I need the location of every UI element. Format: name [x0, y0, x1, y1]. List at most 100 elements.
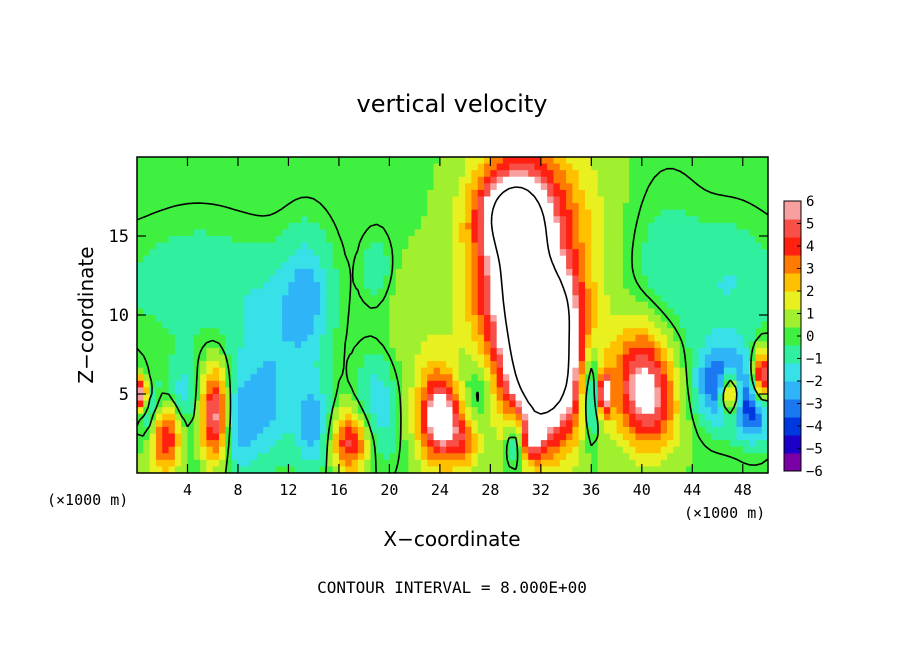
heatmap-cell [528, 275, 536, 283]
heatmap-cell [528, 288, 536, 296]
heatmap-cell [629, 229, 637, 237]
heatmap-cell [629, 374, 637, 382]
heatmap-cell [515, 308, 523, 316]
heatmap-cell [137, 341, 144, 349]
heatmap-cell [761, 459, 768, 468]
heatmap-cell [162, 275, 170, 283]
heatmap-cell [433, 334, 441, 342]
heatmap-cell [591, 229, 599, 237]
heatmap-cell [206, 394, 214, 402]
heatmap-cell [212, 374, 220, 382]
heatmap-cell [679, 413, 687, 421]
heatmap-cell [616, 321, 624, 329]
heatmap-cell [515, 459, 523, 468]
heatmap-cell [692, 170, 700, 178]
heatmap-cell [749, 275, 756, 283]
heatmap-cell [471, 249, 479, 257]
heatmap-cell [237, 249, 245, 257]
heatmap-cell [256, 288, 264, 296]
heatmap-cell [237, 334, 245, 342]
heatmap-cell [313, 216, 321, 224]
heatmap-cell [174, 157, 182, 165]
heatmap-cell [395, 413, 403, 421]
heatmap-cell [521, 440, 529, 448]
heatmap-cell [288, 420, 296, 428]
heatmap-cell [351, 157, 359, 165]
heatmap-cell [704, 413, 712, 421]
heatmap-cell [717, 209, 725, 217]
heatmap-cell [219, 196, 226, 204]
heatmap-cell [282, 216, 290, 224]
heatmap-cell [332, 426, 340, 435]
heatmap-cell [540, 466, 548, 473]
heatmap-cell [250, 236, 258, 244]
heatmap-cell [540, 413, 548, 421]
heatmap-cell [484, 275, 491, 283]
heatmap-cell [231, 183, 239, 191]
heatmap-cell [181, 334, 189, 342]
heatmap-cell [275, 433, 283, 441]
heatmap-cell [250, 354, 258, 362]
heatmap-cell [610, 308, 618, 316]
heatmap-cell [723, 354, 731, 362]
colorbar-label: −3 [806, 397, 823, 413]
heatmap-cell [219, 216, 226, 224]
heatmap-cell [193, 446, 201, 454]
heatmap-cell [174, 262, 182, 270]
heatmap-cell [622, 354, 630, 362]
heatmap-cell [502, 301, 510, 310]
heatmap-cell [477, 321, 485, 329]
heatmap-cell [288, 216, 296, 224]
heatmap-cell [566, 163, 573, 171]
heatmap-cell [326, 170, 334, 178]
heatmap-cell [755, 367, 763, 375]
heatmap-cell [496, 380, 504, 389]
heatmap-cell [237, 203, 245, 211]
heatmap-cell [477, 282, 485, 290]
heatmap-cell [288, 459, 296, 468]
heatmap-cell [654, 380, 662, 389]
heatmap-cell [622, 288, 630, 296]
heatmap-cell [692, 407, 700, 415]
heatmap-cell [427, 407, 435, 415]
heatmap-cell [237, 262, 245, 270]
heatmap-cell [357, 440, 365, 448]
heatmap-cell [496, 176, 504, 184]
heatmap-cell [465, 440, 473, 448]
heatmap-cell [585, 222, 592, 231]
heatmap-cell [742, 361, 750, 369]
heatmap-cell [509, 229, 517, 237]
heatmap-cell [698, 275, 706, 283]
heatmap-cell [749, 387, 756, 395]
heatmap-cell [629, 341, 637, 349]
heatmap-cell [654, 394, 662, 402]
heatmap-cell [338, 354, 346, 362]
heatmap-cell [137, 453, 144, 461]
heatmap-cell [515, 433, 523, 441]
heatmap-cell [730, 407, 738, 415]
heatmap-cell [591, 157, 599, 165]
heatmap-cell [679, 440, 687, 448]
heatmap-cell [553, 157, 561, 165]
heatmap-cell [572, 262, 580, 270]
heatmap-cell [490, 209, 498, 217]
heatmap-cell [635, 268, 643, 277]
heatmap-cell [250, 275, 258, 283]
heatmap-cell [547, 268, 555, 277]
heatmap-cell [502, 315, 510, 323]
heatmap-cell [654, 321, 662, 329]
heatmap-cell [509, 308, 517, 316]
heatmap-cell [458, 459, 466, 468]
heatmap-cell [313, 413, 321, 421]
heatmap-cell [585, 315, 592, 323]
heatmap-cell [749, 413, 756, 421]
heatmap-cell [749, 196, 756, 204]
heatmap-cell [641, 183, 649, 191]
heatmap-cell [143, 216, 151, 224]
heatmap-cell [515, 341, 523, 349]
heatmap-cell [326, 229, 334, 237]
heatmap-cell [408, 275, 416, 283]
heatmap-cell [572, 222, 580, 231]
heatmap-cell [319, 354, 327, 362]
heatmap-cell [667, 275, 674, 283]
